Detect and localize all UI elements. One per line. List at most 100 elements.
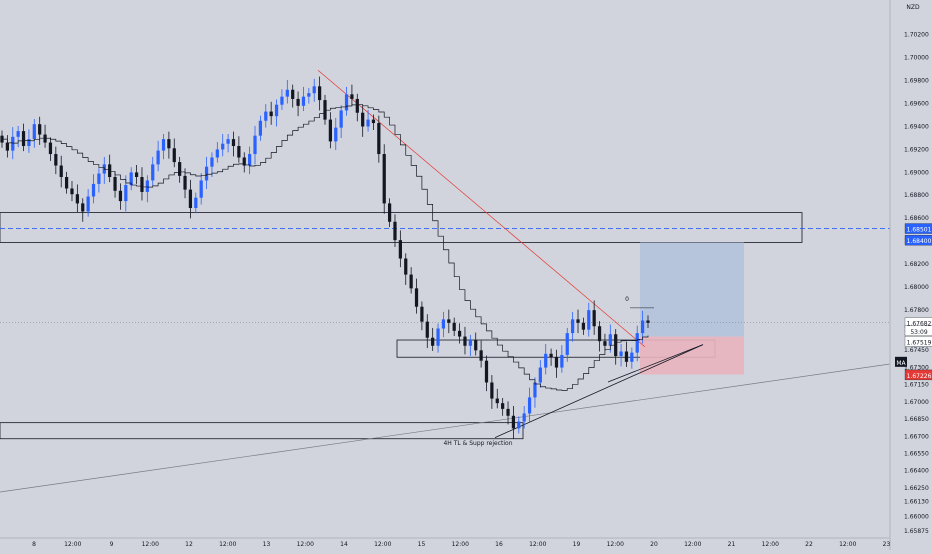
candle-body[interactable] [560, 354, 564, 368]
candle-body[interactable] [113, 177, 117, 191]
candle-body[interactable] [145, 180, 149, 192]
candle-body[interactable] [296, 98, 300, 106]
candle-body[interactable] [635, 333, 639, 353]
candle-body[interactable] [291, 89, 295, 99]
candle-body[interactable] [81, 203, 85, 212]
candle-body[interactable] [91, 183, 96, 197]
candle-body[interactable] [425, 321, 429, 338]
candle-body[interactable] [522, 413, 526, 422]
candle-body[interactable] [194, 197, 198, 209]
candle-body[interactable] [307, 93, 311, 97]
candle-body[interactable] [70, 188, 74, 195]
candle-body[interactable] [409, 274, 413, 289]
candle-body[interactable] [64, 177, 69, 189]
candle-body[interactable] [269, 111, 273, 117]
candle-body[interactable] [581, 322, 586, 330]
candle-body[interactable] [646, 320, 650, 323]
candle-body[interactable] [5, 142, 9, 151]
candle-body[interactable] [587, 310, 591, 330]
candle-body[interactable] [32, 124, 36, 140]
candle-body[interactable] [38, 124, 42, 135]
candle-body[interactable] [387, 203, 392, 222]
candle-body[interactable] [231, 139, 236, 147]
candle-body[interactable] [75, 194, 79, 204]
candle-body[interactable] [603, 341, 607, 346]
candle-body[interactable] [328, 119, 332, 142]
candle-body[interactable] [484, 360, 489, 383]
candle-body[interactable] [366, 119, 370, 127]
candle-body[interactable] [441, 319, 446, 329]
candle-body[interactable] [576, 319, 580, 323]
candle-body[interactable] [97, 173, 101, 184]
candle-body[interactable] [565, 333, 569, 355]
candle-body[interactable] [11, 136, 15, 151]
candle-body[interactable] [183, 175, 187, 190]
red-trendline[interactable] [317, 69, 646, 348]
candle-body[interactable] [210, 157, 214, 167]
price-axis-panel[interactable] [890, 0, 932, 550]
candle-body[interactable] [215, 149, 219, 158]
candle-body[interactable] [118, 190, 123, 202]
candle-body[interactable] [457, 330, 462, 337]
candle-body[interactable] [549, 353, 553, 358]
candle-body[interactable] [156, 150, 160, 165]
candle-body[interactable] [371, 119, 376, 124]
triangle-upper-line[interactable] [607, 344, 704, 383]
candle-body[interactable] [54, 154, 58, 166]
candle-body[interactable] [447, 319, 451, 323]
candle-body[interactable] [151, 164, 155, 181]
candle-body[interactable] [242, 157, 246, 166]
candle-body[interactable] [129, 172, 133, 186]
candle-body[interactable] [463, 336, 467, 346]
candle-body[interactable] [490, 382, 494, 399]
candle-body[interactable] [344, 94, 349, 111]
candle-body[interactable] [608, 334, 612, 346]
candle-body[interactable] [597, 326, 602, 342]
candle-body[interactable] [361, 112, 365, 127]
candle-body[interactable] [630, 352, 634, 362]
candle-body[interactable] [544, 353, 548, 368]
candle-body[interactable] [479, 350, 483, 361]
candle-body[interactable] [274, 104, 279, 117]
candle-body[interactable] [59, 165, 63, 178]
candle-body[interactable] [172, 148, 176, 163]
candle-body[interactable] [501, 403, 505, 409]
candle-body[interactable] [398, 240, 402, 259]
target-zone[interactable] [640, 242, 744, 337]
candle-body[interactable] [318, 86, 322, 101]
candle-body[interactable] [226, 139, 230, 144]
zone-lower-support[interactable] [0, 422, 524, 440]
candle-body[interactable] [280, 96, 284, 105]
candle-body[interactable] [248, 154, 252, 166]
candle-body[interactable] [377, 123, 381, 155]
candle-body[interactable] [404, 258, 408, 275]
candle-body[interactable] [495, 398, 499, 404]
candle-body[interactable] [527, 397, 532, 414]
candle-body[interactable] [339, 110, 343, 128]
candle-body[interactable] [167, 139, 171, 149]
candle-body[interactable] [431, 337, 435, 346]
candle-body[interactable] [312, 86, 316, 94]
candle-body[interactable] [188, 189, 193, 209]
candle-body[interactable] [48, 142, 53, 155]
candle-body[interactable] [161, 139, 166, 151]
candle-body[interactable] [237, 146, 241, 158]
candle-body[interactable] [414, 288, 419, 307]
candle-body[interactable] [264, 111, 268, 121]
candle-body[interactable] [474, 340, 478, 351]
candle-body[interactable] [452, 322, 456, 331]
candle-body[interactable] [124, 185, 128, 202]
long-support-trendline[interactable] [0, 363, 891, 493]
candle-body[interactable] [641, 320, 645, 334]
candle-body[interactable] [592, 310, 596, 327]
candle-body[interactable] [355, 98, 359, 113]
candle-body[interactable] [382, 154, 386, 204]
stop-zone[interactable] [640, 336, 744, 375]
candle-body[interactable] [420, 306, 424, 322]
candle-body[interactable] [468, 340, 472, 346]
candle-body[interactable] [285, 89, 289, 97]
moving-average-line[interactable] [2, 104, 649, 391]
candle-body[interactable] [506, 408, 510, 416]
